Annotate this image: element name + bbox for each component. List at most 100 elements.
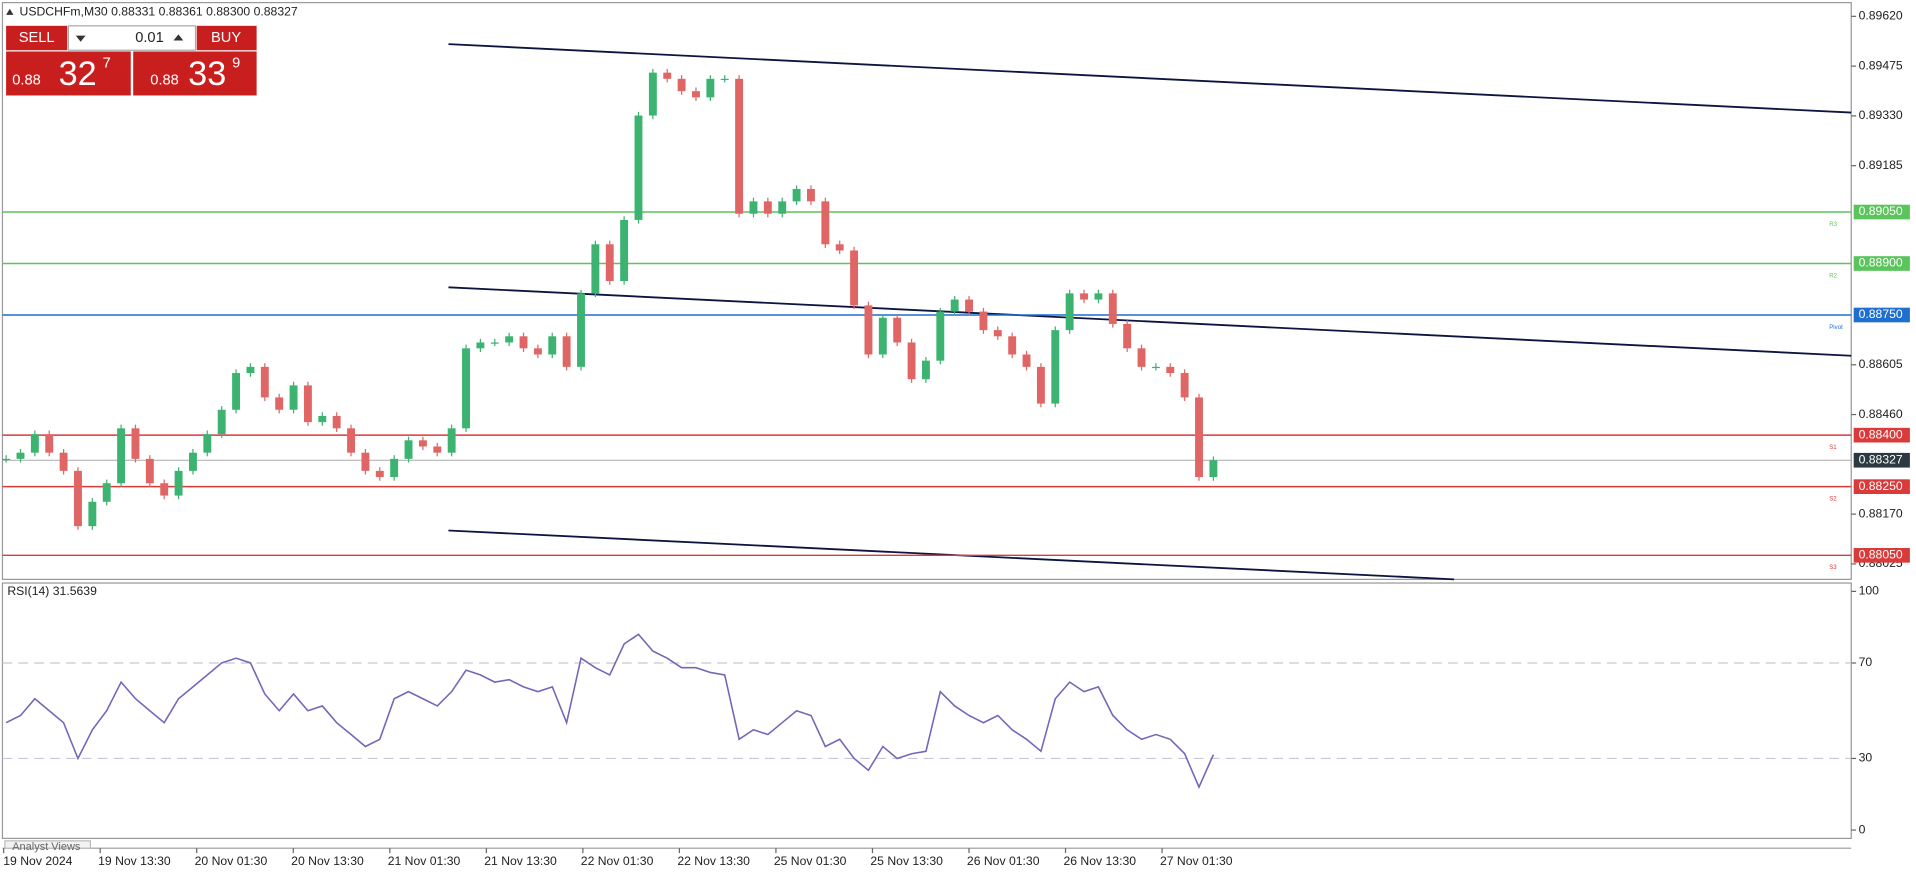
buy-price-box[interactable] (133, 51, 257, 96)
candle (663, 72, 672, 79)
candle (677, 78, 686, 92)
candle (289, 385, 298, 410)
time-label: 26 Nov 01:30 (967, 854, 1040, 868)
rsi-line (5, 633, 1215, 790)
candle (1195, 397, 1203, 478)
price-tag (1853, 307, 1910, 323)
candle (332, 415, 341, 429)
time-label: 27 Nov 01:30 (1160, 854, 1233, 868)
candle (648, 72, 657, 116)
collapse-icon[interactable] (6, 8, 14, 15)
time-label: 25 Nov 13:30 (870, 854, 943, 868)
candle (404, 440, 413, 459)
y-tick-label: 0.88170 (1859, 506, 1903, 520)
buy-button[interactable] (196, 25, 257, 51)
price-tag-label: 0.89050 (1859, 204, 1903, 218)
lot-input[interactable] (67, 25, 197, 51)
price-tag-label: 0.88250 (1859, 479, 1903, 493)
sell-price-frac: 7 (103, 56, 111, 72)
candle (318, 415, 327, 423)
channel-mid (448, 286, 1852, 357)
candle (620, 219, 629, 282)
candle (45, 434, 54, 453)
candle (907, 342, 916, 380)
time-label: 20 Nov 13:30 (291, 854, 364, 868)
pivot-name: Pivot (1829, 324, 1843, 331)
buy-price-pips: 33 (188, 55, 226, 93)
candle (936, 311, 945, 361)
candle (763, 201, 772, 214)
time-label: 26 Nov 13:30 (1063, 854, 1136, 868)
price-tag-label: 0.88400 (1859, 427, 1903, 441)
price-tag-label: 0.88050 (1859, 548, 1903, 562)
candle (246, 366, 255, 374)
rsi-tick-label: 70 (1859, 655, 1873, 669)
candle (605, 244, 614, 282)
candle (807, 189, 815, 202)
rsi-panel (1, 582, 1852, 840)
candle (993, 330, 1002, 337)
candle (433, 446, 442, 453)
rsi-label: RSI(14) 31.5639 (7, 584, 97, 598)
time-label: 19 Nov 2024 (3, 854, 72, 868)
candle (692, 91, 700, 98)
candle (548, 336, 557, 355)
candle (74, 470, 82, 527)
time-label: 22 Nov 01:30 (581, 854, 654, 868)
time-label: 25 Nov 01:30 (774, 854, 847, 868)
sell-button[interactable] (6, 25, 68, 51)
candle (102, 483, 111, 502)
candle (2, 458, 11, 461)
y-tick-label: 0.89620 (1859, 9, 1903, 23)
buy-price-big: 0.88 (150, 73, 179, 89)
candle (821, 201, 830, 245)
current-price-label: 0.88327 (1859, 452, 1903, 466)
price-panel (1, 1, 1852, 580)
candle (203, 434, 212, 453)
candle (188, 452, 197, 471)
candle (1108, 293, 1117, 324)
candle (117, 428, 126, 484)
candle (1008, 336, 1017, 355)
candle (778, 201, 787, 214)
price-tag (1853, 479, 1910, 494)
pivot-name: R2 (1829, 272, 1837, 279)
candle (1166, 366, 1175, 374)
time-label: 19 Nov 13:30 (98, 854, 171, 868)
candle (88, 501, 97, 527)
candle (1094, 293, 1103, 300)
y-tick-label: 0.89185 (1859, 158, 1903, 172)
candle (361, 452, 370, 471)
trade-panel: SELL 0.01 BUY 0.88 32 7 0.88 33 9 (6, 25, 257, 96)
candle (720, 78, 729, 81)
candle (375, 470, 384, 478)
candle (1151, 366, 1160, 369)
sell-price-pips: 32 (59, 55, 97, 93)
candle (893, 317, 902, 343)
y-tick-label: 0.88605 (1859, 357, 1903, 371)
candle (792, 189, 801, 202)
candle (59, 452, 68, 471)
sell-price-box[interactable] (6, 51, 131, 96)
candle (864, 305, 873, 355)
price-tag (1853, 427, 1910, 443)
symbol-line: USDCHFm,M30 0.88331 0.88361 0.88300 0.88… (20, 5, 298, 19)
candle (878, 317, 887, 355)
pivot-name: S3 (1829, 564, 1837, 571)
candle (562, 336, 571, 367)
lot-down[interactable] (75, 35, 86, 42)
lot-up[interactable] (173, 34, 184, 41)
candle (577, 293, 585, 367)
sell-label: SELL (19, 30, 55, 46)
candle (591, 244, 600, 294)
candle (749, 201, 758, 214)
price-tag (1853, 256, 1910, 271)
candle (418, 440, 427, 447)
candle (476, 342, 485, 349)
y-tick-label: 0.89475 (1859, 58, 1903, 72)
candle (16, 452, 25, 459)
analyst-tab[interactable] (4, 840, 92, 849)
